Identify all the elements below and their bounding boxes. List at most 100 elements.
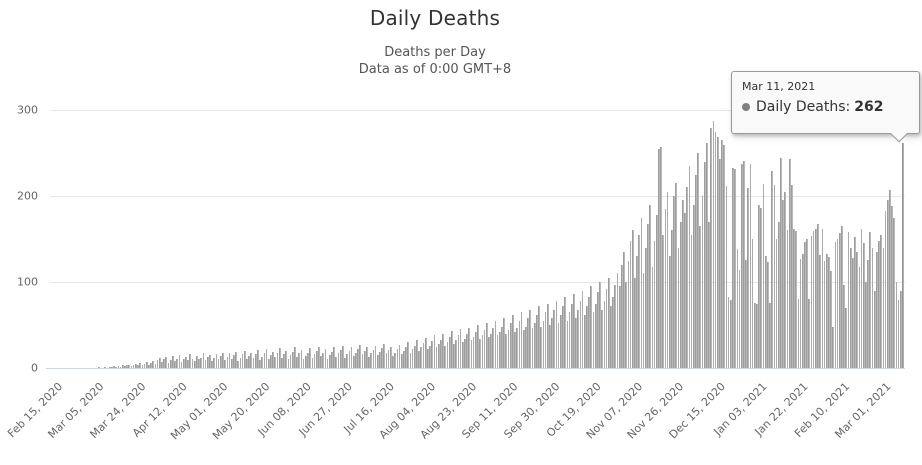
- bar[interactable]: [631, 230, 634, 368]
- bar[interactable]: [788, 159, 791, 368]
- bar[interactable]: [821, 228, 824, 368]
- bar[interactable]: [614, 285, 617, 368]
- bar[interactable]: [145, 361, 148, 368]
- bar[interactable]: [819, 255, 822, 368]
- bar[interactable]: [113, 366, 115, 368]
- bar[interactable]: [736, 249, 739, 368]
- bar[interactable]: [708, 221, 710, 368]
- bar[interactable]: [762, 183, 765, 368]
- bar[interactable]: [869, 232, 872, 368]
- bar[interactable]: [501, 326, 503, 368]
- bar[interactable]: [350, 346, 353, 368]
- bar[interactable]: [812, 231, 815, 368]
- bar[interactable]: [777, 221, 780, 368]
- bar[interactable]: [529, 309, 532, 368]
- bar[interactable]: [653, 240, 656, 368]
- bar[interactable]: [568, 312, 571, 368]
- bar[interactable]: [215, 354, 218, 368]
- bar[interactable]: [817, 223, 819, 368]
- bar[interactable]: [167, 362, 170, 368]
- bar[interactable]: [895, 282, 898, 368]
- bar[interactable]: [830, 270, 832, 368]
- bar[interactable]: [204, 360, 207, 368]
- bar[interactable]: [616, 273, 619, 368]
- bar[interactable]: [265, 349, 268, 368]
- bar[interactable]: [198, 359, 200, 368]
- bar[interactable]: [825, 253, 828, 368]
- bar[interactable]: [882, 247, 885, 368]
- bar[interactable]: [714, 131, 717, 368]
- bar[interactable]: [488, 337, 490, 368]
- bar[interactable]: [400, 354, 403, 368]
- bar[interactable]: [213, 357, 216, 368]
- bar[interactable]: [374, 345, 377, 368]
- bar[interactable]: [331, 351, 333, 368]
- bar[interactable]: [322, 352, 325, 368]
- bar[interactable]: [858, 266, 861, 368]
- bar[interactable]: [806, 239, 808, 368]
- bar[interactable]: [760, 208, 763, 368]
- bar[interactable]: [300, 349, 303, 368]
- bar[interactable]: [507, 330, 510, 368]
- bar[interactable]: [119, 367, 122, 368]
- bar[interactable]: [695, 174, 697, 368]
- bar[interactable]: [551, 318, 553, 368]
- bar[interactable]: [283, 354, 285, 368]
- bar[interactable]: [366, 347, 368, 368]
- bar[interactable]: [143, 363, 146, 368]
- bar[interactable]: [588, 297, 590, 368]
- bar[interactable]: [623, 251, 625, 368]
- bar[interactable]: [437, 343, 440, 368]
- bar[interactable]: [725, 185, 728, 368]
- bar[interactable]: [640, 217, 643, 368]
- bar[interactable]: [472, 337, 475, 368]
- bar[interactable]: [148, 364, 150, 368]
- bar[interactable]: [254, 354, 257, 368]
- bar[interactable]: [710, 128, 713, 368]
- bar[interactable]: [644, 247, 647, 368]
- bar[interactable]: [457, 335, 460, 368]
- bar[interactable]: [285, 350, 288, 368]
- bar[interactable]: [139, 362, 142, 368]
- bar[interactable]: [751, 239, 754, 368]
- bar[interactable]: [464, 338, 466, 368]
- bar[interactable]: [865, 282, 867, 368]
- bar[interactable]: [771, 171, 774, 368]
- bar[interactable]: [586, 306, 588, 368]
- bar[interactable]: [383, 343, 386, 368]
- bar[interactable]: [346, 354, 349, 368]
- bar[interactable]: [697, 153, 699, 368]
- bar[interactable]: [328, 355, 331, 368]
- bar[interactable]: [134, 363, 137, 368]
- bar[interactable]: [281, 357, 283, 368]
- bar[interactable]: [108, 367, 111, 368]
- bar[interactable]: [235, 351, 237, 368]
- bar[interactable]: [599, 282, 601, 368]
- bar[interactable]: [734, 169, 737, 368]
- bar[interactable]: [749, 164, 752, 368]
- bar[interactable]: [520, 312, 523, 368]
- bar[interactable]: [427, 349, 429, 368]
- bar[interactable]: [296, 356, 298, 368]
- bar[interactable]: [211, 361, 213, 368]
- bar[interactable]: [867, 259, 869, 368]
- bar[interactable]: [154, 363, 157, 368]
- bar[interactable]: [444, 345, 447, 368]
- bar[interactable]: [111, 367, 113, 368]
- bar[interactable]: [206, 356, 209, 368]
- bar[interactable]: [259, 360, 261, 368]
- bar[interactable]: [335, 356, 338, 368]
- bar[interactable]: [902, 142, 904, 368]
- bar[interactable]: [660, 146, 662, 368]
- bar[interactable]: [791, 184, 793, 368]
- bar[interactable]: [104, 367, 107, 368]
- bar[interactable]: [673, 196, 675, 368]
- bar[interactable]: [688, 165, 691, 368]
- bar[interactable]: [320, 355, 322, 368]
- bar[interactable]: [307, 352, 309, 368]
- bar[interactable]: [424, 337, 427, 368]
- bar[interactable]: [577, 309, 580, 368]
- bar[interactable]: [570, 303, 573, 368]
- bar[interactable]: [165, 356, 168, 368]
- bar[interactable]: [838, 232, 841, 368]
